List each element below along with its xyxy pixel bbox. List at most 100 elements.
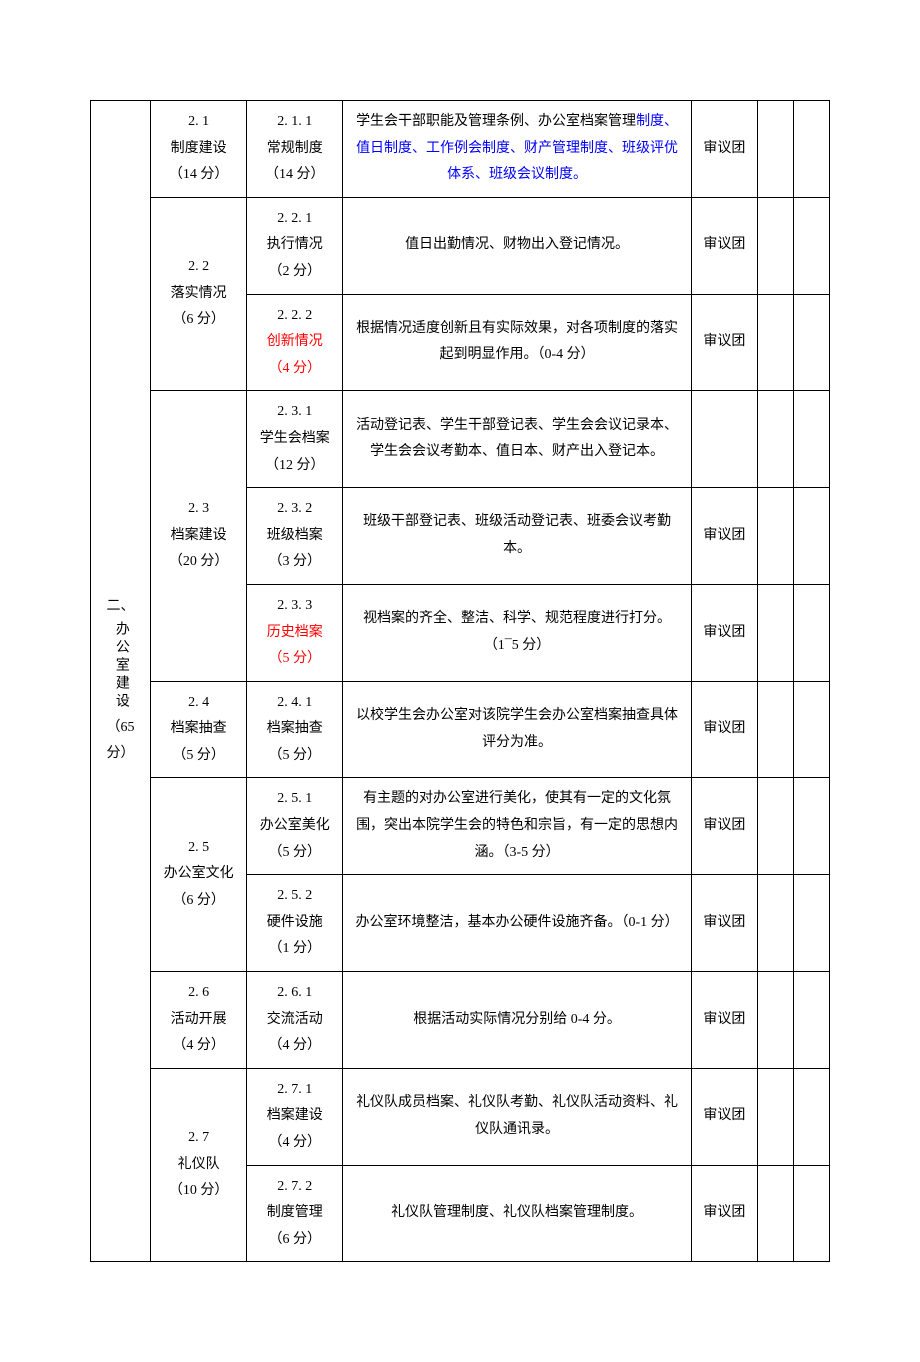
item-id: 2. 5. 2 (251, 883, 338, 910)
item-id: 2. 2. 1 (251, 206, 338, 233)
desc-cell: 活动登记表、学生干部登记表、学生会会议记录本、学生会会议考勤本、值日本、财产出入… (343, 391, 691, 488)
reviewer-cell: 审议团 (691, 197, 757, 294)
item-points: （2 分） (251, 259, 338, 286)
empty-cell (757, 391, 793, 488)
sub-points: （20 分） (155, 549, 242, 576)
item-cell: 2. 6. 1 交流活动 （4 分） (247, 972, 343, 1069)
table-row: 二、 办公室建设 （65 分） 2. 1 制度建设 （14 分） 2. 1. 1… (91, 101, 830, 198)
empty-cell (757, 584, 793, 681)
sub-points: （10 分） (155, 1178, 242, 1205)
sub-id: 2. 2 (155, 254, 242, 281)
empty-cell (793, 391, 829, 488)
item-id: 2. 7. 2 (251, 1174, 338, 1201)
item-cell: 2. 5. 1 办公室美化 （5 分） (247, 778, 343, 875)
item-cell: 2. 2. 1 执行情况 （2 分） (247, 197, 343, 294)
reviewer-cell (691, 391, 757, 488)
item-cell: 2. 3. 3 历史档案 （5 分） (247, 584, 343, 681)
item-points: （5 分） (251, 743, 338, 770)
item-points: （1 分） (251, 936, 338, 963)
empty-cell (757, 972, 793, 1069)
item-id: 2. 3. 3 (251, 593, 338, 620)
sub-name: 制度建设 (155, 136, 242, 163)
item-id: 2. 2. 2 (251, 303, 338, 330)
sub-cell: 2. 6 活动开展 （4 分） (151, 972, 247, 1069)
item-name: 硬件设施 (251, 910, 338, 937)
desc-cell: 根据情况适度创新且有实际效果，对各项制度的落实起到明显作用。（0-4 分） (343, 294, 691, 391)
desc-cell: 值日出勤情况、财物出入登记情况。 (343, 197, 691, 294)
item-cell: 2. 7. 1 档案建设 （4 分） (247, 1068, 343, 1165)
item-id: 2. 1. 1 (251, 109, 338, 136)
item-cell: 2. 5. 2 硬件设施 （1 分） (247, 875, 343, 972)
desc-cell: 学生会干部职能及管理条例、办公室档案管理制度、值日制度、工作例会制度、财产管理制… (343, 101, 691, 198)
sub-points: （14 分） (155, 162, 242, 189)
sub-points: （6 分） (155, 307, 242, 334)
table-row: 2. 5 办公室文化 （6 分） 2. 5. 1 办公室美化 （5 分） 有主题… (91, 778, 830, 875)
item-points: （6 分） (251, 1227, 338, 1254)
item-cell: 2. 1. 1 常规制度 （14 分） (247, 101, 343, 198)
item-cell: 2. 4. 1 档案抽查 （5 分） (247, 681, 343, 778)
sub-cell: 2. 5 办公室文化 （6 分） (151, 778, 247, 972)
item-id: 2. 4. 1 (251, 690, 338, 717)
sub-points: （5 分） (155, 743, 242, 770)
item-id: 2. 7. 1 (251, 1077, 338, 1104)
empty-cell (757, 488, 793, 585)
sub-cell: 2. 2 落实情况 （6 分） (151, 197, 247, 391)
empty-cell (757, 294, 793, 391)
item-name: 执行情况 (251, 232, 338, 259)
item-name: 历史档案 (251, 620, 338, 647)
reviewer-cell: 审议团 (691, 972, 757, 1069)
reviewer-cell: 审议团 (691, 294, 757, 391)
desc-cell: 礼仪队管理制度、礼仪队档案管理制度。 (343, 1165, 691, 1262)
table-row: 2. 2 落实情况 （6 分） 2. 2. 1 执行情况 （2 分） 值日出勤情… (91, 197, 830, 294)
empty-cell (757, 875, 793, 972)
sub-id: 2. 5 (155, 835, 242, 862)
empty-cell (793, 972, 829, 1069)
reviewer-cell: 审议团 (691, 681, 757, 778)
item-points: （4 分） (251, 1033, 338, 1060)
sub-name: 礼仪队 (155, 1152, 242, 1179)
empty-cell (757, 1068, 793, 1165)
reviewer-cell: 审议团 (691, 875, 757, 972)
empty-cell (757, 681, 793, 778)
item-points: （5 分） (251, 840, 338, 867)
item-points: （4 分） (251, 356, 338, 383)
sub-id: 2. 3 (155, 496, 242, 523)
empty-cell (793, 681, 829, 778)
item-id: 2. 5. 1 (251, 786, 338, 813)
item-points: （12 分） (251, 453, 338, 480)
item-name: 档案抽查 (251, 716, 338, 743)
item-name: 学生会档案 (251, 426, 338, 453)
item-id: 2. 6. 1 (251, 980, 338, 1007)
table-row: 2. 7 礼仪队 （10 分） 2. 7. 1 档案建设 （4 分） 礼仪队成员… (91, 1068, 830, 1165)
item-name: 班级档案 (251, 523, 338, 550)
item-points: （14 分） (251, 162, 338, 189)
empty-cell (793, 1068, 829, 1165)
sub-name: 档案抽查 (155, 716, 242, 743)
empty-cell (757, 778, 793, 875)
item-name: 档案建设 (251, 1103, 338, 1130)
sub-id: 2. 6 (155, 980, 242, 1007)
evaluation-table: 二、 办公室建设 （65 分） 2. 1 制度建设 （14 分） 2. 1. 1… (90, 100, 830, 1262)
sub-id: 2. 4 (155, 690, 242, 717)
section-cell: 二、 办公室建设 （65 分） (91, 101, 151, 1262)
item-cell: 2. 2. 2 创新情况 （4 分） (247, 294, 343, 391)
empty-cell (793, 1165, 829, 1262)
reviewer-cell: 审议团 (691, 778, 757, 875)
sub-cell: 2. 3 档案建设 （20 分） (151, 391, 247, 681)
item-cell: 2. 3. 1 学生会档案 （12 分） (247, 391, 343, 488)
item-cell: 2. 7. 2 制度管理 （6 分） (247, 1165, 343, 1262)
section-label: 办公室建设 (107, 621, 134, 711)
reviewer-cell: 审议团 (691, 1165, 757, 1262)
empty-cell (793, 488, 829, 585)
reviewer-cell: 审议团 (691, 1068, 757, 1165)
desc-cell: 礼仪队成员档案、礼仪队考勤、礼仪队活动资料、礼仪队通讯录。 (343, 1068, 691, 1165)
item-id: 2. 3. 1 (251, 399, 338, 426)
empty-cell (793, 197, 829, 294)
sub-id: 2. 7 (155, 1125, 242, 1152)
table-row: 2. 4 档案抽查 （5 分） 2. 4. 1 档案抽查 （5 分） 以校学生会… (91, 681, 830, 778)
desc-cell: 有主题的对办公室进行美化，使其有一定的文化氛围，突出本院学生会的特色和宗旨，有一… (343, 778, 691, 875)
section-prefix: 二、 (95, 594, 146, 621)
empty-cell (793, 778, 829, 875)
sub-name: 落实情况 (155, 281, 242, 308)
table-row: 2. 3 档案建设 （20 分） 2. 3. 1 学生会档案 （12 分） 活动… (91, 391, 830, 488)
